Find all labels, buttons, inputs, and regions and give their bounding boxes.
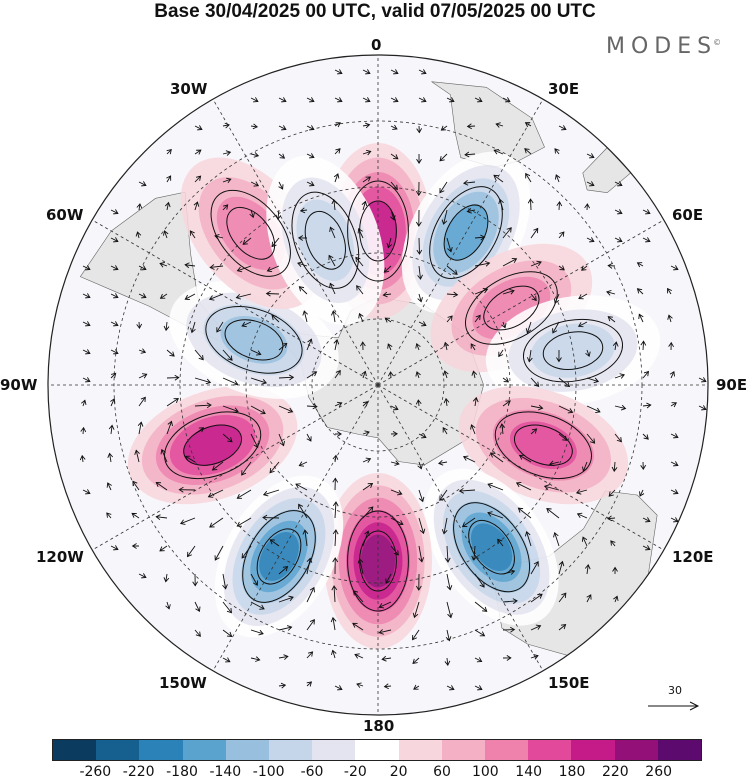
colorbar-tick-label: -140 xyxy=(209,764,241,780)
colorbar-swatch xyxy=(312,740,355,760)
label-lon-30e: 30E xyxy=(548,80,579,98)
colorbar-tick-label: -220 xyxy=(123,764,155,780)
colorbar-tick-label: -260 xyxy=(79,764,111,780)
polar-map xyxy=(0,0,750,740)
colorbar-tick-label: -180 xyxy=(166,764,198,780)
label-lon-60e: 60E xyxy=(672,206,703,224)
colorbar-swatch xyxy=(615,740,658,760)
colorbar-tick-label: 100 xyxy=(472,764,499,780)
colorbar-swatch xyxy=(485,740,528,760)
colorbar-swatch xyxy=(442,740,485,760)
colorbar-swatch xyxy=(139,740,182,760)
label-lon-180: 180 xyxy=(363,717,394,735)
colorbar-swatch xyxy=(53,740,96,760)
colorbar-swatch xyxy=(399,740,442,760)
label-lon-60w: 60W xyxy=(46,206,83,224)
colorbar-swatch xyxy=(571,740,614,760)
colorbar-swatch xyxy=(658,740,701,760)
label-lon-90e: 90E xyxy=(716,376,747,394)
colorbar-tick-label: 260 xyxy=(645,764,672,780)
page-title: Base 30/04/2025 00 UTC, valid 07/05/2025… xyxy=(0,0,750,24)
colorbar-tick-label: 220 xyxy=(602,764,629,780)
colorbar-tick-label: 60 xyxy=(433,764,451,780)
colorbar-swatch xyxy=(96,740,139,760)
colorbar-swatch xyxy=(226,740,269,760)
colorbar-swatch xyxy=(183,740,226,760)
colorbar-tick-label: -20 xyxy=(344,764,367,780)
brand-logo: MODES© xyxy=(606,34,725,59)
colorbar-ticks: -260 -220 -180 -140 -100 -60 -20 20 60 100 140 180 2… xyxy=(0,764,750,784)
colorbar-tick-label: 20 xyxy=(390,764,408,780)
vector-scale-arrow xyxy=(646,692,702,720)
label-lon-150e: 150E xyxy=(548,674,590,692)
colorbar-swatch xyxy=(355,740,398,760)
colorbar-tick-label: -100 xyxy=(253,764,285,780)
colorbar-tick-label: 140 xyxy=(515,764,542,780)
label-lon-120w: 120W xyxy=(36,548,84,566)
colorbar xyxy=(52,739,702,761)
label-lon-30w: 30W xyxy=(170,80,207,98)
colorbar-tick-label: -60 xyxy=(301,764,324,780)
label-lon-120e: 120E xyxy=(672,548,714,566)
label-lon-90w: 90W xyxy=(0,376,37,394)
label-lon-150w: 150W xyxy=(159,674,207,692)
colorbar-swatch xyxy=(528,740,571,760)
colorbar-tick-label: 180 xyxy=(559,764,586,780)
colorbar-swatch xyxy=(269,740,312,760)
label-lon-0: 0 xyxy=(371,36,381,54)
